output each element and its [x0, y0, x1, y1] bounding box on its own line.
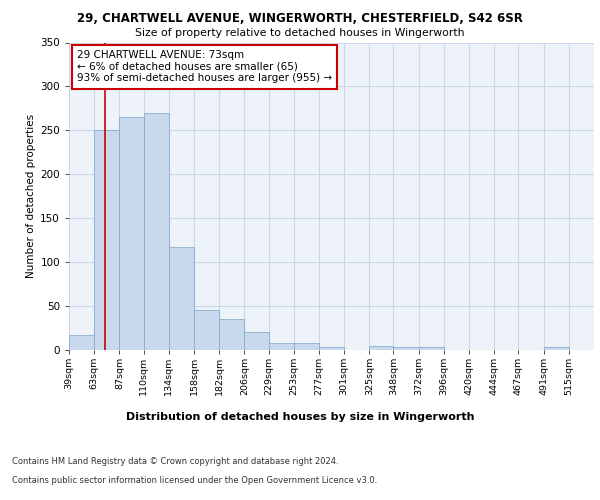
Bar: [244, 332, 269, 350]
Text: 29 CHARTWELL AVENUE: 73sqm
← 6% of detached houses are smaller (65)
93% of semi-: 29 CHARTWELL AVENUE: 73sqm ← 6% of detac…: [77, 50, 332, 84]
Bar: [319, 348, 344, 350]
Bar: [269, 343, 294, 350]
Bar: [544, 348, 569, 350]
Text: Size of property relative to detached houses in Wingerworth: Size of property relative to detached ho…: [135, 28, 465, 38]
Bar: [169, 247, 194, 350]
Bar: [294, 343, 319, 350]
Text: Contains public sector information licensed under the Open Government Licence v3: Contains public sector information licen…: [12, 476, 377, 485]
Bar: [370, 346, 394, 350]
Bar: [219, 320, 244, 350]
Bar: [394, 348, 419, 350]
Bar: [119, 117, 143, 350]
Bar: [94, 130, 119, 350]
Bar: [69, 335, 94, 350]
Bar: [419, 348, 444, 350]
Text: Distribution of detached houses by size in Wingerworth: Distribution of detached houses by size …: [126, 412, 474, 422]
Text: 29, CHARTWELL AVENUE, WINGERWORTH, CHESTERFIELD, S42 6SR: 29, CHARTWELL AVENUE, WINGERWORTH, CHEST…: [77, 12, 523, 26]
Bar: [143, 113, 169, 350]
Text: Contains HM Land Registry data © Crown copyright and database right 2024.: Contains HM Land Registry data © Crown c…: [12, 458, 338, 466]
Y-axis label: Number of detached properties: Number of detached properties: [26, 114, 36, 278]
Bar: [194, 310, 219, 350]
